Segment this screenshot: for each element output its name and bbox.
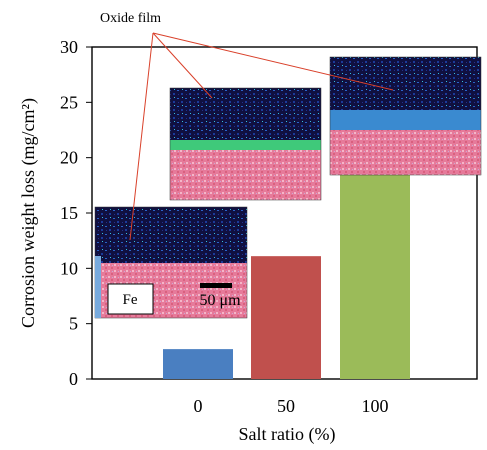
x-axis-title: Salt ratio (%) [239, 424, 336, 445]
bar-50 [251, 256, 321, 379]
y-axis-title: Corrosion weight loss (mg/cm²) [18, 98, 39, 328]
x-tick-label-0: 0 [194, 396, 203, 416]
y-tick-label-0: 0 [69, 369, 78, 389]
pointer-line-3 [152, 32, 394, 91]
bars [163, 172, 410, 379]
micrograph-inset-50 [169, 87, 322, 201]
scale-bar-line [200, 283, 232, 288]
pointer-line-2 [152, 32, 213, 99]
element-label-box: Fe [107, 283, 154, 315]
oxide-film-label: Oxide film [100, 11, 161, 26]
micrograph-inset-100 [329, 56, 482, 176]
x-tick-label-50: 50 [277, 396, 295, 416]
scale-bar: 50 μm [199, 283, 241, 309]
element-label: Fe [123, 292, 138, 308]
y-tick-label-20: 20 [60, 148, 78, 168]
bar-100 [340, 172, 410, 379]
oxide-film-annotation: Oxide film [100, 11, 394, 241]
y-tick-label-15: 15 [60, 203, 78, 223]
y-tick-label-5: 5 [69, 314, 78, 334]
x-axis-tick-labels: 0 50 100 [194, 396, 389, 416]
y-tick-label-10: 10 [60, 258, 78, 278]
color-scale-strip [95, 256, 101, 318]
y-tick-label-30: 30 [60, 37, 78, 57]
y-tick-label-25: 25 [60, 92, 78, 112]
scale-bar-label: 50 μm [199, 292, 241, 309]
bar-0 [163, 349, 233, 379]
pointer-line-1 [129, 32, 154, 241]
y-axis: 0 5 10 15 20 25 30 [60, 37, 92, 389]
x-tick-label-100: 100 [362, 396, 389, 416]
